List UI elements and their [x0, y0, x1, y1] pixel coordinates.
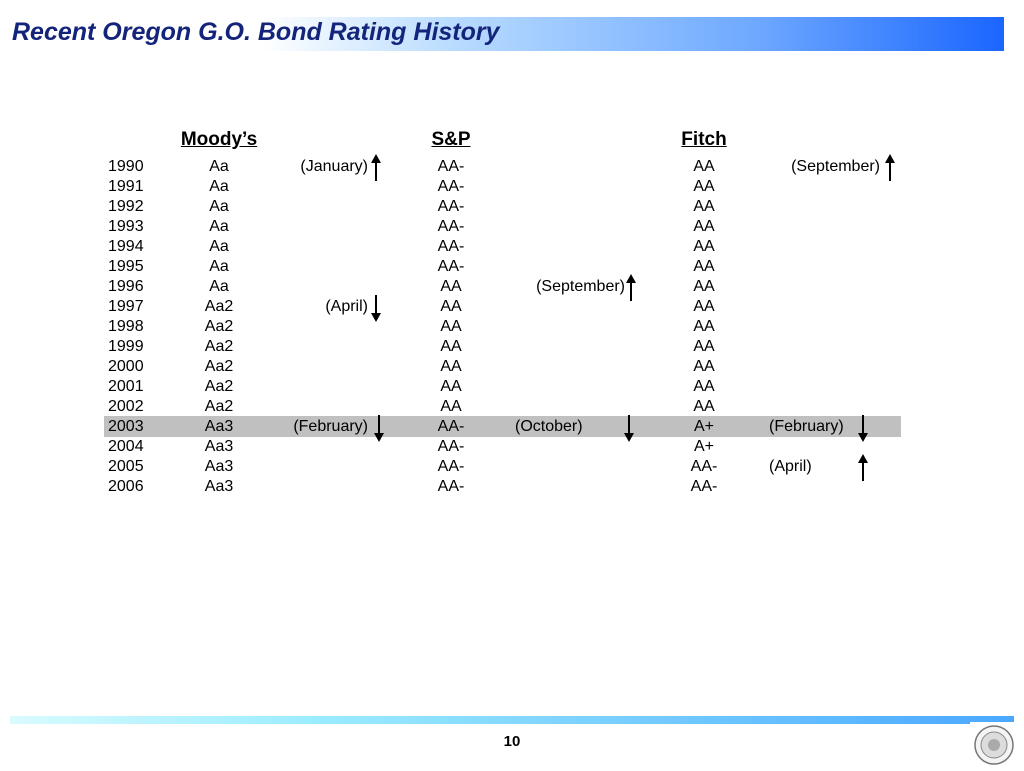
fitch-rating-cell: AA [693, 378, 715, 395]
year-cell: 2002 [108, 398, 144, 415]
sp-rating-cell: AA- [437, 218, 465, 235]
year-cell: 2000 [108, 358, 144, 375]
moodys-rating-cell: Aa2 [204, 338, 234, 355]
sp-rating-cell: AA [440, 298, 462, 315]
moodys-rating-cell: Aa [209, 158, 229, 175]
year-cell: 2003 [108, 418, 144, 435]
header-moodys: Moody’s [180, 129, 258, 150]
moodys-rating-cell: Aa2 [204, 318, 234, 335]
sp-rating-cell: AA- [437, 158, 465, 175]
moodys-change-date: (February) [293, 418, 368, 435]
fitch-rating-cell: A+ [693, 418, 715, 435]
year-cell: 1999 [108, 338, 144, 355]
moodys-rating-cell: Aa2 [204, 398, 234, 415]
sp-rating-cell: AA- [437, 478, 465, 495]
year-cell: 2006 [108, 478, 144, 495]
fitch-change-date: (April) [769, 458, 812, 475]
year-cell: 1991 [108, 178, 144, 195]
fitch-rating-cell: AA [693, 258, 715, 275]
up-arrow-icon [370, 154, 382, 182]
moodys-rating-cell: Aa2 [204, 298, 234, 315]
header-sp: S&P [431, 129, 471, 150]
sp-change-date: (September) [536, 278, 625, 295]
year-cell: 1997 [108, 298, 144, 315]
sp-rating-cell: AA [440, 278, 462, 295]
down-arrow-icon [370, 294, 382, 322]
sp-rating-cell: AA [440, 358, 462, 375]
header-fitch: Fitch [681, 129, 727, 150]
sp-rating-cell: AA- [437, 238, 465, 255]
sp-rating-cell: AA [440, 398, 462, 415]
fitch-rating-cell: AA [693, 218, 715, 235]
moodys-rating-cell: Aa [209, 198, 229, 215]
fitch-rating-cell: AA [693, 338, 715, 355]
down-arrow-icon [857, 414, 869, 442]
fitch-change-date: (September) [791, 158, 880, 175]
moodys-rating-cell: Aa3 [204, 478, 234, 495]
sp-rating-cell: AA- [437, 198, 465, 215]
year-cell: 2005 [108, 458, 144, 475]
up-arrow-icon [884, 154, 896, 182]
highlighted-row-2003 [104, 416, 901, 437]
fitch-rating-cell: A+ [693, 438, 715, 455]
year-cell: 1994 [108, 238, 144, 255]
down-arrow-icon [623, 414, 635, 442]
fitch-rating-cell: AA [693, 198, 715, 215]
sp-rating-cell: AA- [437, 438, 465, 455]
fitch-rating-cell: AA [693, 238, 715, 255]
page-number: 10 [503, 733, 521, 750]
sp-rating-cell: AA- [437, 418, 465, 435]
year-cell: 1995 [108, 258, 144, 275]
title-banner [0, 17, 1004, 51]
fitch-rating-cell: AA- [690, 478, 718, 495]
moodys-rating-cell: Aa2 [204, 358, 234, 375]
fitch-rating-cell: AA [693, 318, 715, 335]
year-cell: 1993 [108, 218, 144, 235]
moodys-rating-cell: Aa3 [204, 458, 234, 475]
fitch-rating-cell: AA- [690, 458, 718, 475]
sp-change-date: (October) [515, 418, 583, 435]
fitch-rating-cell: AA [693, 358, 715, 375]
fitch-rating-cell: AA [693, 278, 715, 295]
year-cell: 1990 [108, 158, 144, 175]
moodys-change-date: (April) [325, 298, 368, 315]
footer-bar [10, 716, 1014, 724]
year-cell: 1998 [108, 318, 144, 335]
down-arrow-icon [373, 414, 385, 442]
year-cell: 2004 [108, 438, 144, 455]
moodys-rating-cell: Aa3 [204, 438, 234, 455]
up-arrow-icon [857, 454, 869, 482]
year-cell: 1992 [108, 198, 144, 215]
sp-rating-cell: AA [440, 318, 462, 335]
sp-rating-cell: AA- [437, 458, 465, 475]
moodys-rating-cell: Aa2 [204, 378, 234, 395]
moodys-rating-cell: Aa [209, 238, 229, 255]
fitch-rating-cell: AA [693, 178, 715, 195]
moodys-rating-cell: Aa3 [204, 418, 234, 435]
moodys-rating-cell: Aa [209, 218, 229, 235]
moodys-rating-cell: Aa [209, 258, 229, 275]
fitch-rating-cell: AA [693, 398, 715, 415]
sp-rating-cell: AA [440, 378, 462, 395]
sp-rating-cell: AA [440, 338, 462, 355]
moodys-rating-cell: Aa [209, 278, 229, 295]
year-cell: 2001 [108, 378, 144, 395]
fitch-change-date: (February) [769, 418, 844, 435]
slide-title: Recent Oregon G.O. Bond Rating History [12, 18, 500, 46]
sp-rating-cell: AA- [437, 178, 465, 195]
moodys-change-date: (January) [300, 158, 368, 175]
fitch-rating-cell: AA [693, 298, 715, 315]
moodys-rating-cell: Aa [209, 178, 229, 195]
state-seal-icon [970, 722, 1018, 766]
sp-rating-cell: AA- [437, 258, 465, 275]
year-cell: 1996 [108, 278, 144, 295]
up-arrow-icon [625, 274, 637, 302]
fitch-rating-cell: AA [693, 158, 715, 175]
